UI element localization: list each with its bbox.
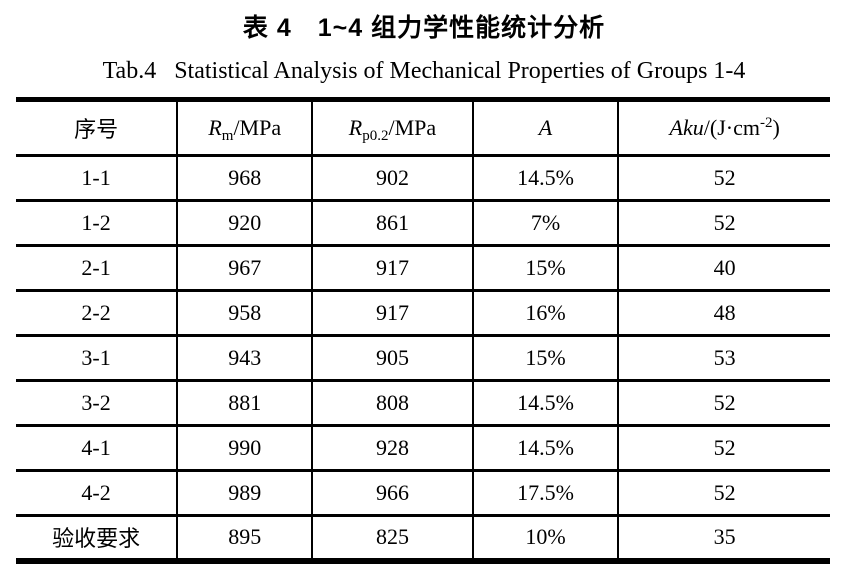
table-row: 3-2 881 808 14.5% 52 <box>16 380 830 427</box>
table-row: 2-1 967 917 15% 40 <box>16 245 830 292</box>
table-cell: 15% <box>471 245 619 292</box>
table-cell: 14.5% <box>471 425 619 472</box>
table-cell: 52 <box>617 155 830 202</box>
table-title-english: Tab.4 Statistical Analysis of Mechanical … <box>0 58 848 85</box>
column-header-elongation: A <box>471 99 619 157</box>
table-cell: 920 <box>176 200 313 247</box>
table-cell: 881 <box>176 380 313 427</box>
rp02-symbol: R <box>348 115 363 140</box>
column-header-rm: Rm/MPa <box>176 99 313 157</box>
mechanical-properties-table: 序号 Rm/MPa Rp0.2/MPa A Aku/(J·cm-2) 1-1 96… <box>16 97 830 564</box>
rm-unit: /MPa <box>233 115 282 140</box>
table-cell: 2-2 <box>16 290 178 337</box>
table-number-label: Tab.4 <box>102 58 157 84</box>
table-row: 验收要求 895 825 10% 35 <box>16 515 830 561</box>
table-title-english-text: Statistical Analysis of Mechanical Prope… <box>174 58 746 84</box>
table-cell: 52 <box>617 200 830 247</box>
table-cell: 905 <box>311 335 473 382</box>
table-cell: 48 <box>617 290 830 337</box>
table-cell: 967 <box>176 245 313 292</box>
table-cell: 验收要求 <box>52 526 141 552</box>
table-cell: 52 <box>617 380 830 427</box>
table-cell: 989 <box>176 470 313 517</box>
table-body: 1-1 968 902 14.5% 52 1-2 920 861 7% 52 2-1 967 917 15… <box>16 155 830 561</box>
table-title-chinese: 表 4 1~4 组力学性能统计分析 <box>242 14 606 42</box>
table-cell: 16% <box>471 290 619 337</box>
table-cell: 10% <box>471 515 619 561</box>
table-cell: 3-2 <box>16 380 178 427</box>
table-cell: 52 <box>617 425 830 472</box>
table-cell: 808 <box>311 380 473 427</box>
table-cell: 52 <box>617 470 830 517</box>
table-cell: 990 <box>176 425 313 472</box>
table-row: 4-2 989 966 17.5% 52 <box>16 470 830 517</box>
table-cell: 2-1 <box>16 245 178 292</box>
column-header-aku: Aku/(J·cm-2) <box>617 99 830 157</box>
table-cell: 968 <box>176 155 313 202</box>
table-cell: 14.5% <box>471 155 619 202</box>
table-row: 1-1 968 902 14.5% 52 <box>16 155 830 202</box>
table-row: 2-2 958 917 16% 48 <box>16 290 830 337</box>
table-cell: 943 <box>176 335 313 382</box>
table-cell: 895 <box>176 515 313 561</box>
column-header-rp02: Rp0.2/MPa <box>311 99 473 157</box>
table-cell: 958 <box>176 290 313 337</box>
table-cell: 966 <box>311 470 473 517</box>
table-header-row: 序号 Rm/MPa Rp0.2/MPa A Aku/(J·cm-2) <box>16 99 830 157</box>
elongation-symbol: A <box>538 115 553 140</box>
table-row: 4-1 990 928 14.5% 52 <box>16 425 830 472</box>
table-cell: 3-1 <box>16 335 178 382</box>
table-cell: 917 <box>311 245 473 292</box>
table-cell: 7% <box>471 200 619 247</box>
table-cell: 4-2 <box>16 470 178 517</box>
aku-unit-close: ) <box>772 115 780 140</box>
table-cell: 861 <box>311 200 473 247</box>
column-header-serial-label: 序号 <box>74 117 119 142</box>
table-cell: 17.5% <box>471 470 619 517</box>
table-row: 1-2 920 861 7% 52 <box>16 200 830 247</box>
column-header-serial: 序号 <box>16 99 178 157</box>
aku-symbol: Aku <box>669 115 704 140</box>
table-cell: 53 <box>617 335 830 382</box>
table-cell: 14.5% <box>471 380 619 427</box>
aku-superscript: -2 <box>759 115 773 131</box>
table-cell: 825 <box>311 515 473 561</box>
rm-subscript: m <box>221 128 234 144</box>
table-cell: 35 <box>617 515 830 561</box>
rp02-unit: /MPa <box>388 115 437 140</box>
table-cell: 917 <box>311 290 473 337</box>
aku-unit-open: /(J·cm <box>703 115 760 140</box>
rm-symbol: R <box>208 115 222 140</box>
table-cell: 902 <box>311 155 473 202</box>
table-cell: 1-2 <box>16 200 178 247</box>
rp02-subscript: p0.2 <box>362 128 389 144</box>
table-cell: 40 <box>617 245 830 292</box>
table-cell: 928 <box>311 425 473 472</box>
table-cell: 4-1 <box>16 425 178 472</box>
table-cell: 1-1 <box>16 155 178 202</box>
table-cell: 15% <box>471 335 619 382</box>
table-row: 3-1 943 905 15% 53 <box>16 335 830 382</box>
